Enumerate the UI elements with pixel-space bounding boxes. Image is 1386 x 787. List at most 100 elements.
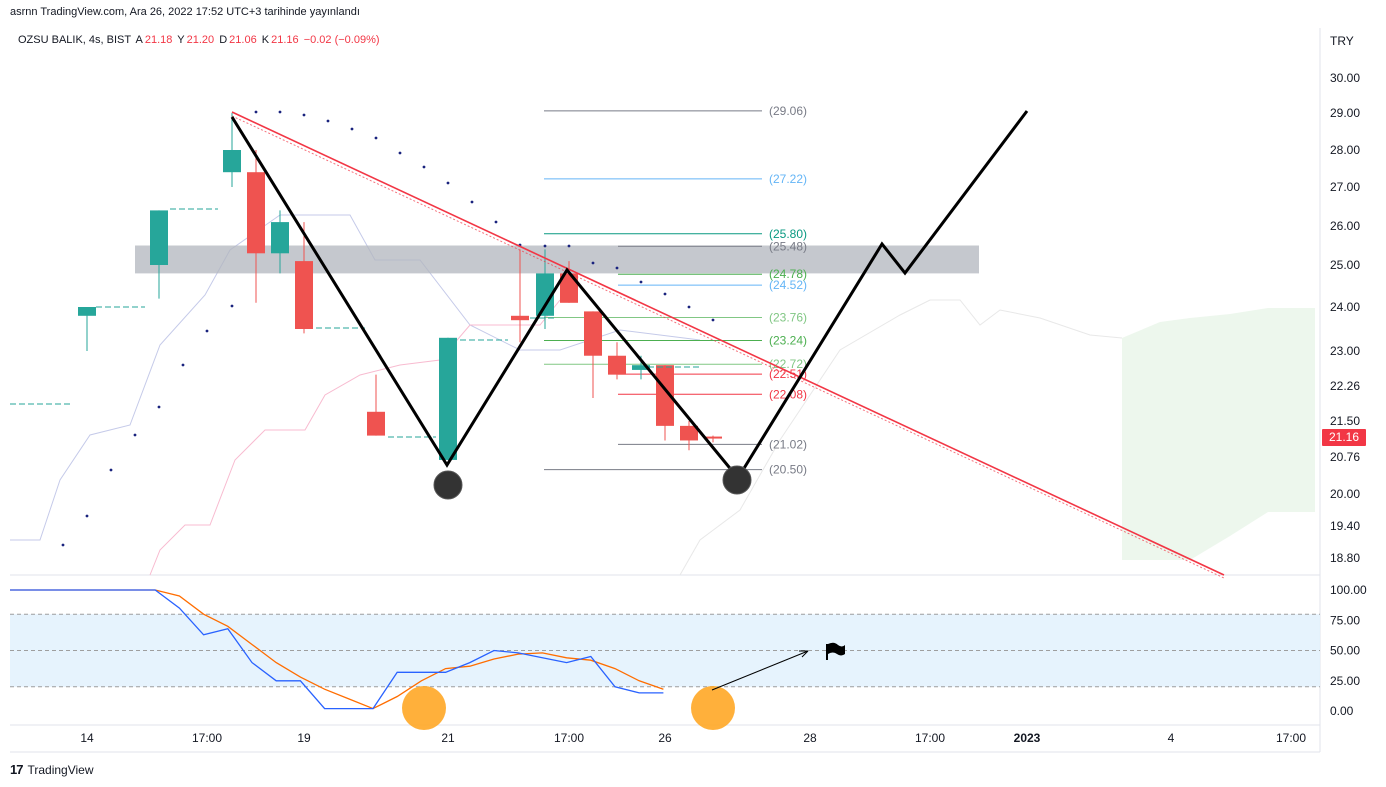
- sar-dot: [374, 136, 378, 140]
- fib-retracement: (29.06) (27.22) (25.80)(25.48) (24.78)(24.5…: [544, 104, 807, 477]
- candle-body: [367, 411, 385, 436]
- time-tick-label: 21: [441, 731, 455, 745]
- close-value: 21.16: [271, 34, 299, 46]
- candle-body: [704, 436, 722, 439]
- sar-dot: [181, 363, 185, 367]
- time-tick-label: 17:00: [554, 731, 584, 745]
- fib-level-label: (25.80): [769, 227, 807, 241]
- trendline-main: [231, 111, 1225, 576]
- zigzag-pattern-path: [230, 110, 1029, 481]
- sar-dot: [518, 243, 522, 247]
- sar-dot: [591, 261, 595, 265]
- time-tick-label: 2023: [1014, 731, 1041, 745]
- footer-brand: TradingView: [27, 762, 94, 777]
- sar-dot: [687, 305, 691, 309]
- sar-dot: [205, 329, 209, 333]
- candle-body: [584, 311, 602, 356]
- fib-level-label: (24.52): [769, 278, 807, 292]
- sar-dot: [109, 468, 113, 472]
- resistance-zone: [135, 245, 979, 274]
- time-tick-label: 17:00: [915, 731, 945, 745]
- chikou-line: [149, 299, 561, 576]
- sar-dot: [61, 543, 65, 547]
- bottom-marker-right: [722, 465, 752, 495]
- price-tick-label: 28.00: [1330, 143, 1360, 157]
- sar-dot: [615, 266, 619, 270]
- low-label: D: [219, 34, 228, 46]
- time-tick-label: 4: [1168, 731, 1175, 745]
- price-tick-label: 27.00: [1330, 180, 1360, 194]
- sar-dot: [230, 304, 234, 308]
- sar-dot: [567, 244, 571, 248]
- stoch-oversold-marker-right: [691, 686, 735, 730]
- candle-body: [295, 261, 313, 329]
- stoch-tick-label: 100.00: [1330, 583, 1367, 597]
- price-tick-label: 20.00: [1330, 487, 1360, 501]
- flag-icon: [826, 642, 845, 660]
- stoch-tick-label: 75.00: [1330, 613, 1360, 627]
- time-tick-label: 28: [803, 731, 817, 745]
- sar-dot: [711, 318, 715, 322]
- time-axis: 14 17:00 19 21 17:00 26 28 17:00 2023 4 17:00: [80, 731, 1306, 745]
- candle-body: [271, 222, 289, 254]
- stoch-arrow-head: [799, 650, 809, 658]
- stoch-band: [10, 614, 1320, 687]
- high-value: 21.20: [186, 34, 215, 46]
- candle-body: [680, 425, 698, 441]
- high-label: Y: [177, 34, 185, 46]
- low-value: 21.06: [229, 34, 257, 46]
- price-tick-label: 21.50: [1330, 414, 1360, 428]
- price-tick-label: 19.40: [1330, 519, 1360, 533]
- sar-dot: [639, 280, 643, 284]
- symbol-name[interactable]: OZSU BALIK, 4s, BIST: [18, 34, 132, 46]
- open-value: 21.18: [144, 34, 173, 46]
- fib-level-label: (22.72): [769, 357, 807, 371]
- open-label: A: [135, 34, 143, 46]
- time-tick-label: 19: [297, 731, 311, 745]
- fib-level-label: (21.02): [769, 437, 807, 451]
- sar-dot: [302, 113, 306, 117]
- candle-body: [150, 210, 168, 265]
- sar-dot: [470, 200, 474, 204]
- sar-dot: [350, 127, 354, 131]
- price-tick-label: 23.00: [1330, 344, 1360, 358]
- sar-dot: [663, 292, 667, 296]
- stoch-oversold-marker-left: [402, 686, 446, 730]
- change-value: −0.02 (−0.09%): [303, 34, 380, 46]
- time-tick-label: 17:00: [1276, 731, 1306, 745]
- stoch-axis: 100.00 75.00 50.00 25.00 0.00: [1330, 583, 1367, 718]
- price-tick-label: 22.26: [1330, 379, 1360, 393]
- price-tick-label: 20.76: [1330, 450, 1360, 464]
- time-tick-label: 17:00: [192, 731, 222, 745]
- sar-dot: [494, 220, 498, 224]
- sar-dot: [254, 110, 258, 114]
- price-tick-label: 30.00: [1330, 71, 1360, 85]
- candle-body: [608, 355, 626, 375]
- candle-body: [247, 172, 265, 254]
- kijun-line: [10, 214, 701, 541]
- sar-dot: [133, 433, 137, 437]
- price-tick-label: 26.00: [1330, 219, 1360, 233]
- price-tick-label: 29.00: [1330, 106, 1360, 120]
- candle-body: [560, 273, 578, 303]
- stoch-arrow-line: [711, 650, 809, 691]
- stoch-tick-label: 50.00: [1330, 644, 1360, 658]
- stoch-d-line: [10, 589, 664, 710]
- candle-body: [78, 307, 96, 316]
- bottom-marker-left: [433, 470, 463, 500]
- sar-dot: [85, 514, 89, 518]
- time-tick-label: 14: [80, 731, 94, 745]
- symbol-legend: OZSU BALIK, 4s, BIST A 21.18 Y 21.20 D 21.0…: [18, 34, 382, 46]
- candle-body: [439, 337, 457, 460]
- fib-level-label: (29.06): [769, 104, 807, 118]
- time-tick-label: 26: [658, 731, 672, 745]
- price-axis: 30.00 29.00 28.00 27.00 26.00 25.00 24.00 23.00…: [1330, 71, 1360, 565]
- sar-dot: [422, 165, 426, 169]
- candle-body: [656, 365, 674, 426]
- tradingview-footer[interactable]: 17 TradingView: [10, 762, 94, 777]
- stoch-k-line: [10, 589, 664, 710]
- sar-dot: [543, 244, 547, 248]
- price-tick-label: 25.00: [1330, 258, 1360, 272]
- candle-body: [536, 273, 554, 316]
